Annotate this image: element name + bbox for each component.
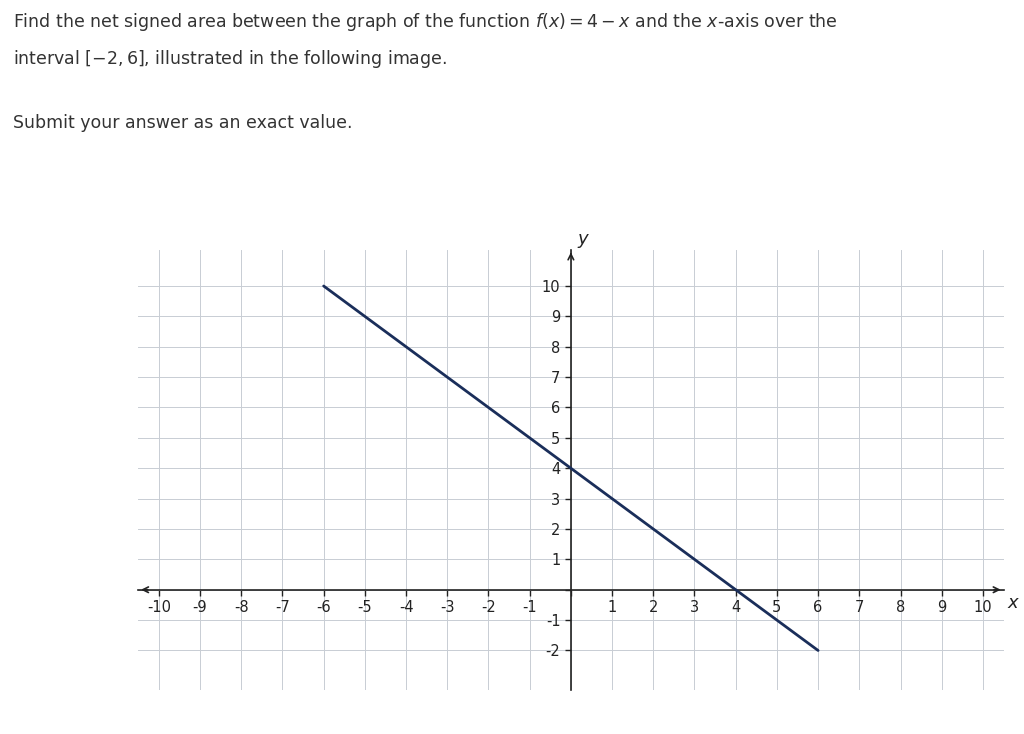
Text: Submit your answer as an exact value.: Submit your answer as an exact value.: [13, 114, 353, 132]
Text: y: y: [578, 230, 588, 248]
Text: Find the net signed area between the graph of the function $f(x) = 4 - x$ and th: Find the net signed area between the gra…: [13, 11, 838, 33]
Text: interval $[-2, 6]$, illustrated in the following image.: interval $[-2, 6]$, illustrated in the f…: [13, 48, 447, 70]
Text: x: x: [1008, 595, 1018, 612]
